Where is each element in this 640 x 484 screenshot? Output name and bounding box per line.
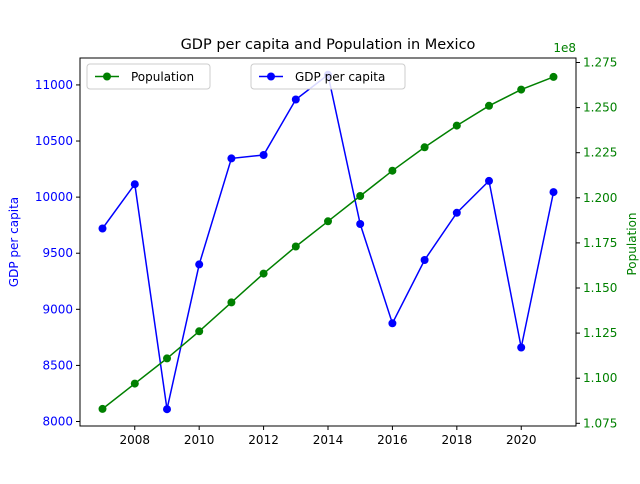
population-point [388, 166, 397, 175]
y-right-multiplier: 1e8 [553, 41, 576, 55]
y-right-tick-label: 1.200 [583, 191, 617, 205]
y-right-tick-label: 1.225 [583, 146, 617, 160]
population-point [452, 121, 461, 130]
y-left-tick-label: 10000 [35, 190, 73, 204]
gdp-per-capita-point [163, 405, 171, 414]
chart-title: GDP per capita and Population in Mexico [181, 37, 476, 53]
x-tick-label: 2018 [442, 433, 473, 447]
y-right-tick-label: 1.150 [583, 281, 617, 295]
y-left-tick-label: 10500 [35, 134, 73, 148]
gdp-per-capita-point [227, 154, 236, 163]
gdp-per-capita-point [259, 151, 268, 159]
population-point [291, 242, 300, 251]
legend-marker-swatch [267, 72, 275, 81]
population-point [420, 143, 429, 152]
gdp-per-capita-point [291, 95, 300, 104]
population-point [517, 85, 526, 94]
population-point [259, 269, 268, 278]
x-tick-label: 2008 [119, 433, 150, 447]
x-tick-label: 2020 [506, 433, 537, 447]
y-left-tick-label: 8500 [42, 358, 73, 372]
population-point [98, 404, 107, 413]
x-tick-label: 2014 [313, 433, 344, 447]
y-right-label: Population [625, 212, 639, 275]
x-tick-label: 2010 [184, 433, 215, 447]
y-left-tick-label: 9500 [42, 246, 73, 260]
population-point [130, 379, 139, 388]
gdp-per-capita-point [485, 176, 493, 185]
gdp-per-capita-point [517, 343, 526, 352]
y-left-tick-label: 11000 [35, 78, 73, 92]
x-tick-label: 2012 [248, 433, 279, 447]
legend-box [250, 63, 406, 90]
legend-label: GDP per capita [295, 70, 385, 84]
gdp-per-capita-point [420, 256, 429, 264]
legend-marker-swatch [103, 72, 111, 81]
population-point [195, 327, 204, 336]
gdp-per-capita-point [195, 260, 204, 269]
y-right-tick-label: 1.175 [583, 236, 617, 250]
y-right-tick-label: 1.250 [583, 101, 617, 115]
population-point [227, 298, 236, 307]
gdp-per-capita-point [452, 208, 461, 217]
y-left-label: GDP per capita [7, 197, 21, 287]
y-right-tick-label: 1.075 [583, 416, 617, 430]
gdp-per-capita-point [98, 224, 107, 233]
population-point [485, 101, 493, 110]
population-point [549, 72, 558, 81]
population-point [356, 192, 365, 200]
gdp-per-capita-point [549, 188, 558, 197]
y-right-tick-label: 1.275 [583, 56, 617, 70]
y-left-tick-label: 8000 [42, 415, 73, 429]
gdp-per-capita-point [356, 220, 365, 228]
population-point [163, 354, 171, 363]
x-tick-label: 2016 [377, 433, 408, 447]
legend-label: Population [131, 70, 194, 84]
y-right-tick-label: 1.125 [583, 326, 617, 340]
legend-gdp-per-capita: GDP per capita [250, 63, 406, 90]
y-right-tick-label: 1.100 [583, 371, 617, 385]
gdp-per-capita-point [388, 319, 397, 328]
y-left-tick-label: 9000 [42, 302, 73, 316]
gdp-per-capita-point [130, 180, 139, 189]
population-point [324, 217, 332, 226]
legend-box [86, 63, 211, 90]
legend-population: Population [86, 63, 211, 90]
